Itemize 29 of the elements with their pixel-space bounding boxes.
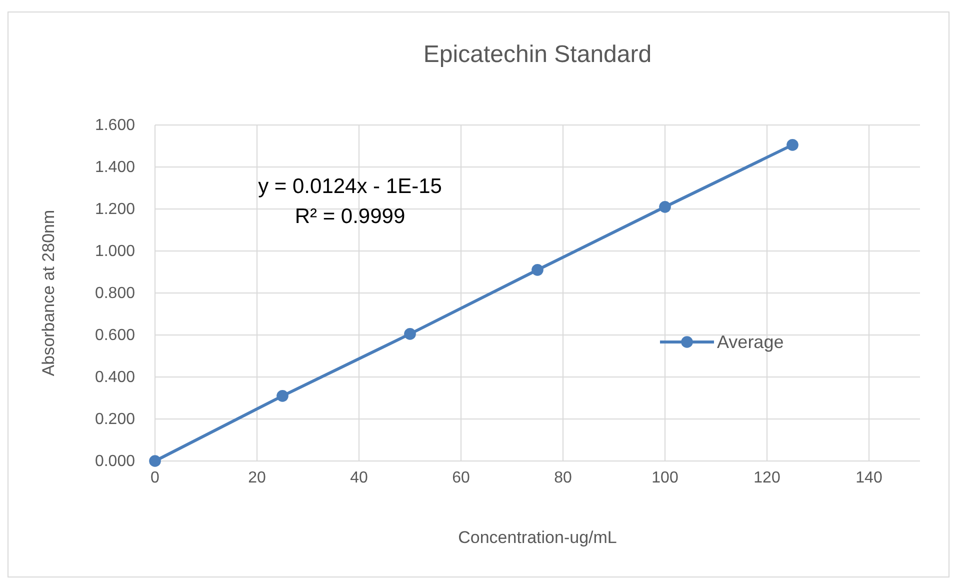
- annotation: R² = 0.9999: [294, 205, 406, 228]
- y-tick-label: 1.600: [94, 117, 136, 134]
- y-tick-label: 0.400: [94, 369, 136, 386]
- chart-title: Epicatechin Standard: [423, 41, 652, 68]
- y-tick-label: 0.200: [94, 411, 136, 428]
- x-tick-label: 80: [554, 469, 572, 486]
- y-tick-label: 0.000: [94, 453, 136, 470]
- point: [149, 455, 161, 467]
- x-axis-title: Concentration-ug/mL: [458, 528, 617, 547]
- point: [276, 390, 288, 402]
- y-tick-label: 1.000: [94, 243, 136, 260]
- y-tick-label: 0.800: [94, 285, 136, 302]
- y-tick-label: 1.400: [94, 159, 136, 176]
- x-tick-label: 100: [652, 469, 678, 486]
- point: [404, 328, 416, 340]
- annotation: y = 0.0124x - 1E-15: [258, 175, 442, 198]
- x-tick-label: 0: [150, 469, 160, 486]
- point: [786, 139, 798, 151]
- x-tick-label: 120: [754, 469, 780, 486]
- x-tick-label: 140: [856, 469, 882, 486]
- y-tick-label: 1.200: [94, 201, 136, 218]
- point: [659, 200, 671, 213]
- y-axis-title: Absorbance at 280nm: [39, 210, 58, 376]
- legend-label: Average: [717, 332, 784, 352]
- x-tick-label: 40: [350, 469, 368, 486]
- point: [532, 264, 544, 276]
- x-tick-label: 60: [452, 469, 470, 486]
- x-tick-label: 20: [248, 469, 266, 486]
- y-tick-label: 0.600: [94, 327, 136, 344]
